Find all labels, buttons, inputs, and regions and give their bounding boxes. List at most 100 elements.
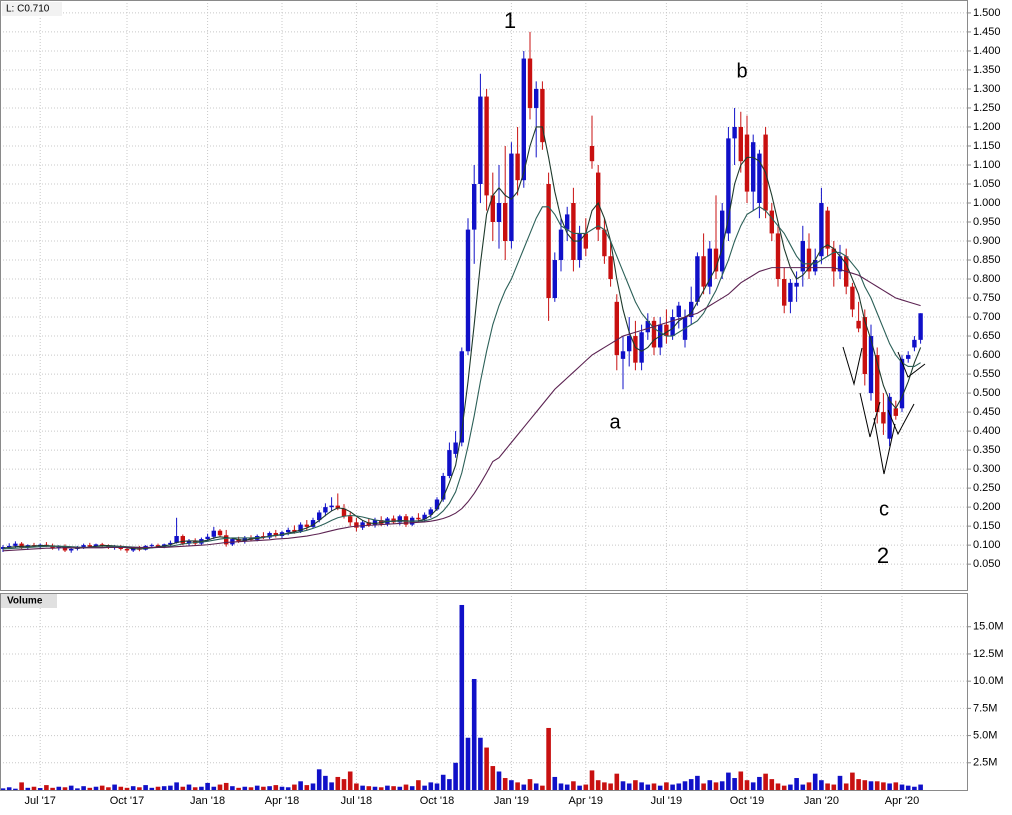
volume-bar [347,771,353,790]
volume-bar [161,786,167,790]
candle-body [695,256,700,302]
candle-body [552,260,557,299]
candle-body [912,339,917,348]
candle-body [782,279,787,306]
volume-bar [106,787,111,790]
candle-body [354,522,359,528]
volume-bar [267,786,272,790]
volume-bar [490,766,496,790]
candle-body [850,286,855,310]
candle-body [899,358,905,409]
marks [0,31,923,790]
candle-body [298,524,303,532]
volume-bar [657,785,663,790]
candle-body [323,507,328,513]
volume-bar [149,787,155,790]
candle-body [62,546,68,551]
volume-bar [273,785,279,790]
volume-bar [701,783,706,790]
candle-body [701,256,706,287]
candle-body [893,408,898,416]
volume-bar [781,785,787,790]
volume-bar [304,785,310,790]
volume-bar [81,786,86,790]
candle-body [583,233,588,249]
volume-bar [893,782,899,790]
volume-bar [87,787,93,790]
volume-bar [192,787,198,790]
y-tick-label: 1.350 [973,64,1001,76]
candle-body [769,210,774,234]
volume-bar [378,787,384,790]
wave-stroke [859,392,881,438]
volume-bar [323,775,328,790]
y-tick-label: 0.100 [973,539,1001,551]
y-tick-label: 0.750 [973,292,1001,304]
volume-bar [422,785,427,790]
volume-bar [25,787,31,790]
candle-body [602,229,607,257]
volume-bar [236,787,241,790]
candle-body [372,520,378,526]
volume-bar [614,773,620,790]
candle-body [868,336,874,394]
volume-bar [521,784,527,790]
volume-bar [143,785,148,790]
candle-body [366,522,371,526]
volume-bar [211,786,217,790]
candle-body [831,248,836,272]
volume-bar [434,783,440,790]
volume-bar [254,785,260,790]
legend-box [2,2,62,16]
candle-body [887,396,892,439]
volume-bar [794,778,799,790]
volume-bar [285,787,291,790]
y-tick-label: 0.550 [973,368,1001,380]
volume-bar [0,788,6,790]
candle-body [93,544,99,547]
candle-body [620,351,626,359]
candle-body [751,142,756,192]
volume-bar [664,782,669,790]
volume-bar [862,780,868,790]
volume-bar [775,783,781,790]
volume-bar [639,782,644,790]
x-tick-label: Jul '19 [651,795,682,807]
volume-bar [577,785,582,790]
volume-bar [595,780,601,790]
candle-body [515,153,520,181]
volume-bar [19,782,24,790]
candle-body [546,183,551,299]
volume-bar [484,747,489,790]
volume-bar [242,786,248,790]
candle-body [428,509,433,515]
candle-body [521,58,526,181]
candle-body [775,233,781,280]
y-tick-label: 0.950 [973,216,1001,228]
volume-bar [199,786,204,790]
candle-body [800,241,805,272]
candle-body [267,532,272,538]
candle-body [286,529,291,533]
volume-bar [75,788,80,790]
y-tick-label: 0.450 [973,406,1001,418]
volume-bar [837,775,843,790]
candle-body [7,545,12,548]
volume-bar [620,781,626,790]
candle-body [168,542,173,545]
x-tick-label: Jan '18 [190,795,225,807]
volume-pane [0,593,968,791]
volume-bar [707,780,713,790]
candle-body [490,195,495,223]
candle-body [441,475,446,500]
volume-bar [6,787,12,790]
volume-bar [316,769,322,790]
candle-body [806,248,812,272]
candle-body [465,229,471,352]
volume-bar [186,784,192,790]
y-tick-label: 15.0M [973,621,1004,633]
candle-body [397,516,402,523]
candle-body [50,545,55,549]
volume-bar [44,785,49,790]
y-tick-label: 1.000 [973,197,1001,209]
